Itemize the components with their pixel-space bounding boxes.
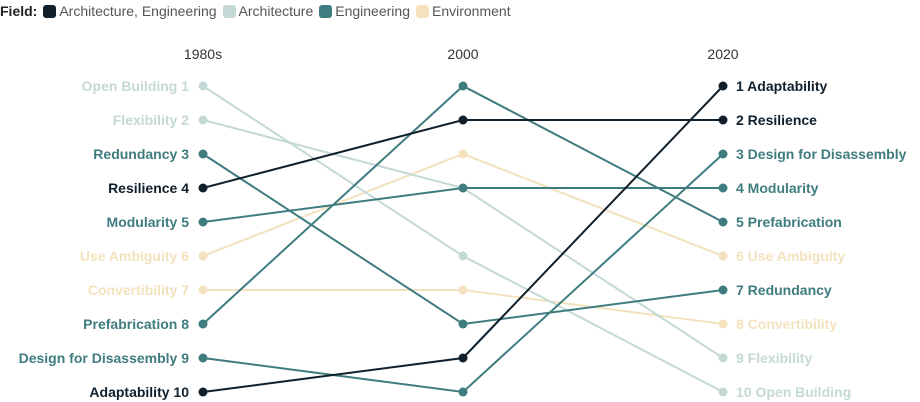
- legend-swatch: [319, 4, 333, 18]
- series-line: [202, 153, 724, 326]
- column-label: 1980s: [184, 46, 222, 62]
- data-point: [718, 149, 728, 159]
- rank-label-right: 8 Convertibility: [736, 316, 837, 332]
- data-point: [718, 285, 728, 295]
- rank-label-left: Adaptability 10: [89, 384, 189, 400]
- rank-label-right: 3 Design for Disassembly: [736, 146, 907, 162]
- legend-title: Field:: [0, 3, 38, 19]
- legend: Field: Architecture, Engineering Architec…: [0, 0, 517, 22]
- legend-item: Architecture, Engineering: [43, 3, 217, 19]
- data-point: [458, 319, 468, 329]
- data-point: [718, 115, 728, 125]
- data-point: [198, 387, 208, 397]
- data-point: [198, 353, 208, 363]
- column-label: 2000: [447, 46, 478, 62]
- rank-label-left: Redundancy 3: [93, 146, 189, 162]
- rank-label-left: Use Ambiguity 6: [80, 248, 189, 264]
- data-point: [458, 81, 468, 91]
- legend-swatch: [415, 4, 429, 18]
- rank-label-left: Design for Disassembly 9: [19, 350, 190, 366]
- data-point: [198, 319, 208, 329]
- data-point: [718, 387, 728, 397]
- rank-label-right: 2 Resilience: [736, 112, 817, 128]
- data-point: [718, 81, 728, 91]
- data-point: [458, 183, 468, 193]
- data-point: [458, 353, 468, 363]
- rank-label-right: 10 Open Building: [736, 384, 851, 400]
- legend-swatch: [43, 4, 57, 18]
- data-point: [458, 115, 468, 125]
- column-label: 2020: [707, 46, 738, 62]
- rank-label-right: 6 Use Ambiguity: [736, 248, 845, 264]
- rank-label-right: 9 Flexibility: [736, 350, 812, 366]
- rank-label-left: Convertibility 7: [88, 282, 189, 298]
- rank-label-right: 1 Adaptability: [736, 78, 827, 94]
- rank-label-right: 5 Prefabrication: [736, 214, 842, 230]
- data-point: [718, 319, 728, 329]
- data-point: [458, 285, 468, 295]
- series-line: [202, 85, 724, 393]
- rank-label-left: Open Building 1: [82, 78, 190, 94]
- data-point: [198, 81, 208, 91]
- data-point: [458, 149, 468, 159]
- data-point: [198, 149, 208, 159]
- data-point: [458, 251, 468, 261]
- rank-label-left: Resilience 4: [108, 180, 189, 196]
- legend-item: Architecture: [222, 3, 314, 19]
- legend-label: Architecture, Engineering: [59, 3, 217, 19]
- legend-swatch: [222, 4, 236, 18]
- series-points: [198, 81, 728, 397]
- legend-label: Engineering: [335, 3, 410, 19]
- rank-label-left: Flexibility 2: [113, 112, 189, 128]
- legend-label: Environment: [431, 3, 511, 19]
- legend-label: Architecture: [238, 3, 314, 19]
- data-point: [458, 387, 468, 397]
- legend-item: Engineering: [319, 3, 410, 19]
- data-point: [198, 285, 208, 295]
- data-point: [198, 251, 208, 261]
- data-point: [718, 183, 728, 193]
- series-line: [202, 85, 724, 393]
- data-point: [718, 353, 728, 363]
- series-lines: [202, 84, 724, 394]
- rank-label-right: 4 Modularity: [736, 180, 819, 196]
- rank-label-right: 7 Redundancy: [736, 282, 832, 298]
- rank-label-left: Modularity 5: [107, 214, 190, 230]
- data-point: [718, 251, 728, 261]
- data-point: [198, 115, 208, 125]
- data-point: [718, 217, 728, 227]
- data-point: [198, 217, 208, 227]
- data-point: [198, 183, 208, 193]
- rank-label-left: Prefabrication 8: [83, 316, 189, 332]
- legend-item: Environment: [415, 3, 511, 19]
